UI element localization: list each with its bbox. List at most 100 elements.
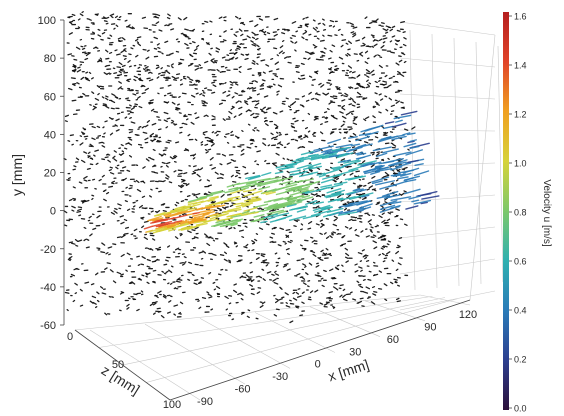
particle — [130, 121, 136, 124]
particle — [81, 199, 86, 203]
jet-track — [379, 204, 396, 211]
particle — [304, 23, 309, 26]
particle — [161, 161, 166, 165]
particle — [109, 41, 114, 44]
particle — [228, 110, 233, 115]
y-tick-label: 0 — [50, 206, 56, 218]
particle — [155, 21, 160, 25]
particle — [225, 308, 229, 311]
particle — [296, 273, 301, 276]
particle — [234, 175, 238, 178]
particle — [165, 165, 169, 168]
particle — [238, 28, 243, 32]
jet-track — [199, 194, 214, 199]
particle — [378, 93, 382, 96]
particle — [343, 95, 348, 98]
particle — [115, 24, 119, 28]
particle — [119, 160, 125, 163]
particle — [307, 57, 311, 61]
particle — [187, 63, 193, 67]
particle — [202, 133, 206, 136]
particle — [178, 311, 181, 315]
particle — [83, 151, 88, 154]
particle — [271, 136, 275, 140]
particle — [249, 278, 253, 282]
particle — [222, 91, 227, 94]
particle — [151, 122, 157, 126]
particle — [302, 263, 306, 266]
jet-track — [360, 161, 373, 167]
jet-track — [320, 178, 334, 184]
particle — [200, 277, 204, 279]
particle — [281, 102, 286, 105]
particle — [372, 39, 376, 42]
particle — [146, 49, 150, 52]
particle — [249, 261, 253, 264]
particle — [126, 307, 130, 310]
particle — [400, 192, 405, 196]
particle — [216, 177, 222, 180]
particle — [143, 236, 148, 240]
particle — [265, 217, 269, 220]
particle — [325, 236, 330, 239]
jet-track — [316, 186, 330, 192]
jet-track — [356, 200, 372, 206]
particle — [372, 274, 376, 277]
particle — [251, 31, 256, 35]
particle — [386, 218, 391, 222]
particle — [99, 57, 103, 60]
particle — [94, 272, 99, 276]
colorbar-tick-label: 1.0 — [514, 159, 527, 169]
particle — [109, 34, 113, 37]
jet-track — [216, 204, 226, 208]
particle — [171, 101, 176, 105]
particle — [75, 46, 81, 50]
particle — [394, 215, 399, 218]
particle — [242, 165, 247, 169]
particle — [395, 297, 400, 301]
particle — [181, 92, 187, 95]
particle — [284, 292, 289, 296]
particle — [324, 111, 328, 114]
particle — [349, 86, 354, 89]
particle — [339, 294, 343, 298]
particle — [173, 304, 179, 307]
particle — [165, 259, 169, 262]
particle — [136, 36, 142, 39]
particle — [255, 115, 259, 118]
particle — [188, 271, 193, 274]
particle — [262, 259, 268, 262]
particle — [347, 48, 351, 51]
particle — [241, 129, 244, 133]
particle — [162, 180, 166, 183]
particle — [368, 185, 373, 189]
particle — [305, 24, 309, 28]
particle — [286, 252, 290, 256]
particle — [75, 157, 80, 161]
jet-track — [296, 208, 307, 213]
particle — [378, 38, 383, 42]
jet-track — [166, 220, 184, 227]
particle — [332, 231, 337, 234]
particle — [329, 254, 332, 257]
particle — [64, 224, 68, 227]
jet-track — [219, 213, 227, 217]
particle — [274, 270, 277, 273]
jet-track — [389, 161, 407, 167]
jet-track — [349, 194, 365, 200]
jet-track — [188, 217, 208, 225]
particle — [156, 139, 162, 143]
particle — [370, 34, 375, 37]
particle — [314, 289, 319, 293]
particle — [68, 241, 74, 244]
particle — [76, 69, 82, 73]
particle — [71, 99, 77, 102]
particle — [165, 270, 169, 274]
jet-track — [243, 207, 258, 212]
particle — [273, 17, 279, 21]
particle — [277, 141, 282, 145]
particle — [308, 169, 313, 173]
particle — [345, 260, 349, 263]
jet-track — [274, 171, 284, 175]
particle — [219, 173, 225, 176]
